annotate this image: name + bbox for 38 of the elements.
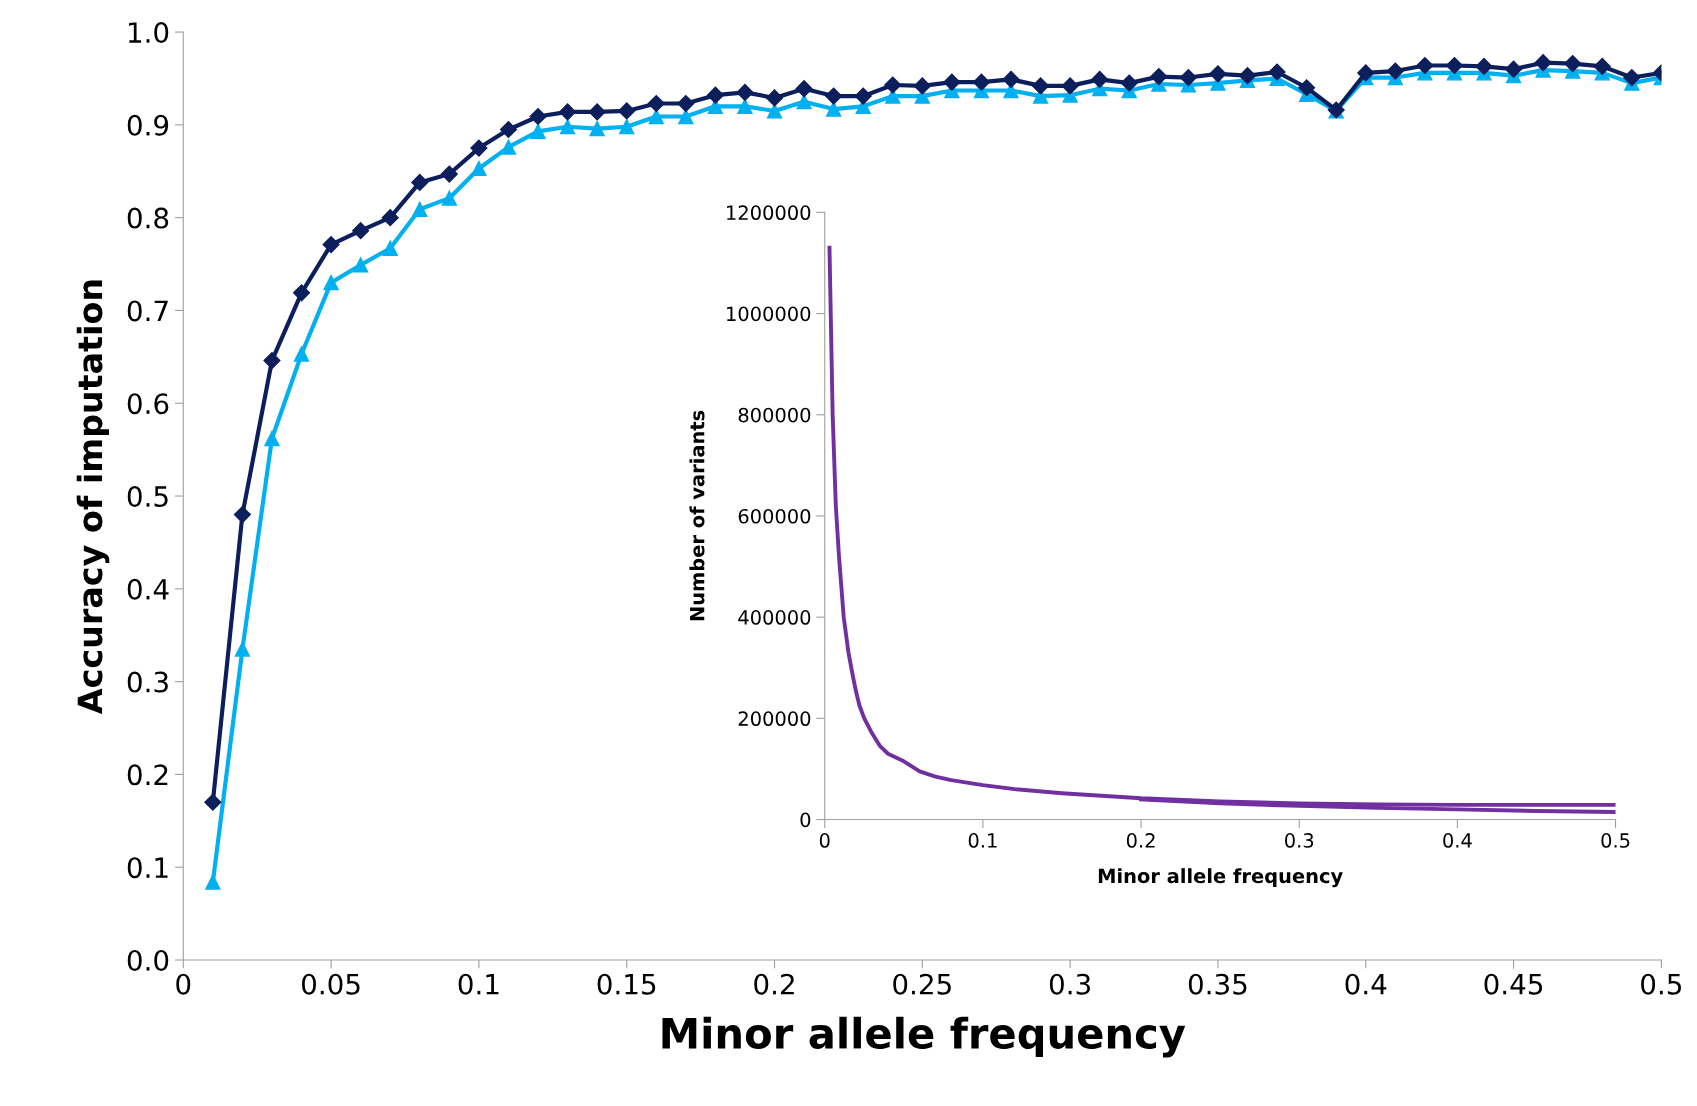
- x-tick-label: 0: [819, 833, 830, 848]
- y-tick-label: 0.2: [127, 764, 168, 786]
- y-tick-label: 0.6: [127, 393, 169, 415]
- x-tick-label: 0.2: [1126, 833, 1155, 848]
- y-tick-label: 800000: [738, 407, 811, 423]
- x-tick-label: 0.25: [893, 973, 951, 995]
- y-tick-label: 1000000: [727, 306, 811, 322]
- y-tick-label: 0.8: [127, 207, 169, 229]
- y-tick-label: 1200000: [727, 205, 811, 221]
- y-tick-label: 0.3: [127, 671, 168, 693]
- y-tick-label: 0.7: [127, 300, 168, 322]
- x-tick-label: 0.5: [1641, 973, 1682, 995]
- x-tick-label: 0.3: [1049, 973, 1090, 995]
- y-tick-label: 200000: [738, 711, 811, 727]
- y-tick-label: 0.1: [127, 857, 168, 879]
- x-tick-label: 0.4: [1443, 833, 1472, 848]
- y-tick-label: 0.9: [127, 114, 169, 136]
- x-axis-title: Minor allele frequency: [1098, 868, 1343, 888]
- x-tick-label: 0.45: [1484, 973, 1543, 995]
- x-axis-title: Minor allele frequency: [662, 1016, 1186, 1058]
- x-tick-label: 0.3: [1285, 833, 1314, 848]
- y-tick-label: 0: [800, 812, 811, 828]
- y-tick-label: 0.0: [127, 949, 169, 971]
- x-tick-label: 0.1: [458, 973, 499, 995]
- x-tick-label: 0.4: [1345, 973, 1387, 995]
- x-tick-label: 0.15: [597, 973, 656, 995]
- y-tick-label: 1.0: [128, 22, 169, 44]
- x-tick-label: 0.35: [1188, 973, 1247, 995]
- x-tick-label: 0.5: [1601, 833, 1630, 848]
- y-tick-label: 0.5: [127, 485, 168, 507]
- y-axis-title: Number of variants: [689, 410, 705, 621]
- y-tick-label: 400000: [738, 610, 811, 625]
- y-tick-label: 0.4: [127, 578, 169, 600]
- x-tick-label: 0: [176, 973, 191, 995]
- y-axis-title: Accuracy of imputation: [76, 280, 110, 714]
- x-tick-label: 0.1: [968, 833, 997, 848]
- x-tick-label: 0.05: [301, 973, 360, 995]
- y-tick-label: 600000: [738, 508, 811, 524]
